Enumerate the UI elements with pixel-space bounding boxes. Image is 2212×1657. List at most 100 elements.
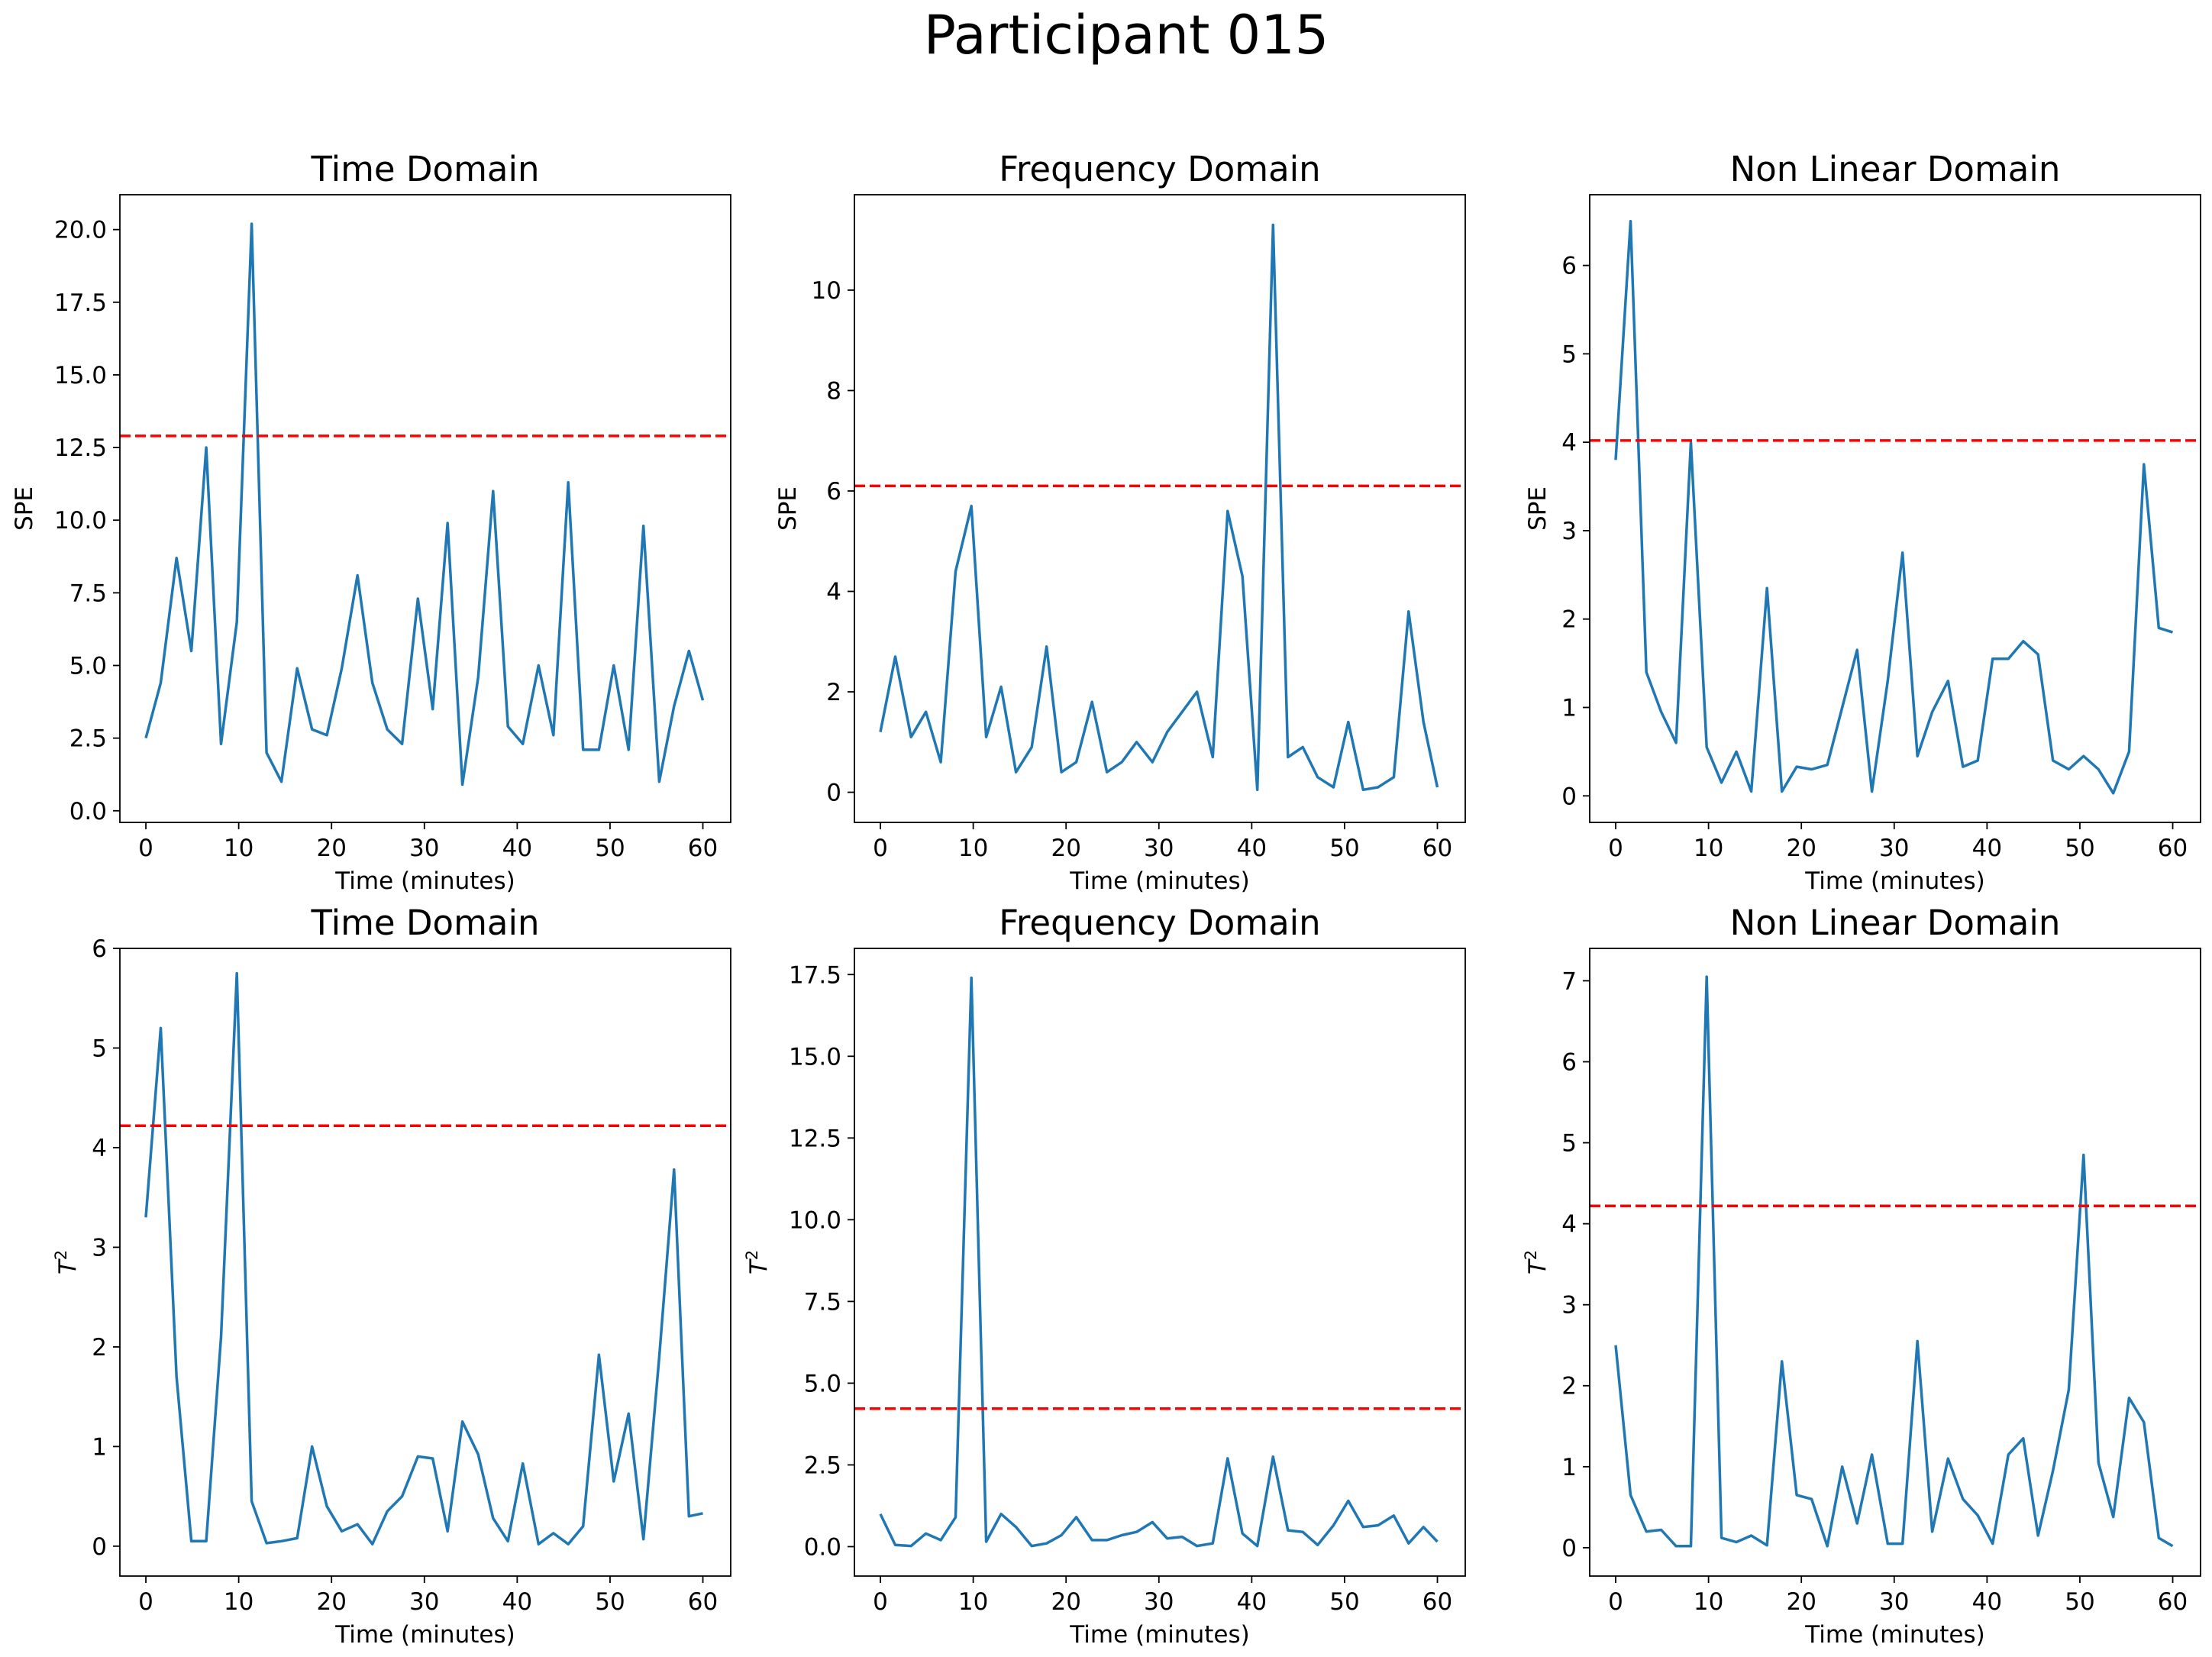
y-axis-label-main: T xyxy=(54,1258,82,1274)
series-line xyxy=(144,971,703,1546)
y-tick-label: 1 xyxy=(1561,1454,1577,1481)
y-tick-label: 6 xyxy=(1561,1048,1577,1076)
x-axis-label: Time (minutes) xyxy=(1069,867,1249,895)
y-tick-label: 2 xyxy=(92,1334,107,1361)
y-tick-label: 0.0 xyxy=(69,798,107,825)
subplot-2: Frequency Domain 0 10 20 30 40 50 60 0 2 4 6 8 10 Time… xyxy=(774,149,1466,895)
x-tick-label: 40 xyxy=(1237,1588,1267,1616)
x-tick-label: 10 xyxy=(958,835,988,862)
series-line xyxy=(1614,975,2174,1548)
y-axis-label: T2 xyxy=(743,1250,773,1274)
series-line xyxy=(879,223,1439,792)
x-tick-label: 40 xyxy=(1972,835,2002,862)
y-tick-label: 2 xyxy=(1561,606,1577,634)
y-tick-label: 5.0 xyxy=(804,1370,841,1397)
x-tick-label: 30 xyxy=(409,1588,439,1616)
subplot-5: Frequency Domain 0 10 20 30 40 50 60 0.0 2.5 5.0 7.… xyxy=(743,903,1466,1649)
x-tick-label: 20 xyxy=(316,835,346,862)
axes-frame xyxy=(119,948,731,1577)
y-axis-label-main: T xyxy=(745,1258,773,1274)
subplot-3: Non Linear Domain 0 10 20 30 40 50 60 0 1 2 3 4 5 6 Tim… xyxy=(1524,149,2201,895)
x-tick-label: 10 xyxy=(224,835,253,862)
x-tick-label: 50 xyxy=(1329,1588,1359,1616)
y-tick-label: 0 xyxy=(1561,1535,1577,1562)
y-tick-label: 15.0 xyxy=(54,362,107,389)
y-axis-label: SPE xyxy=(774,486,802,531)
y-tick-label: 20.0 xyxy=(54,217,107,244)
x-tick-label: 0 xyxy=(138,835,153,862)
axes-frame xyxy=(854,948,1466,1577)
x-tick-label: 50 xyxy=(2065,835,2094,862)
x-tick-label: 50 xyxy=(595,835,625,862)
x-tick-label: 50 xyxy=(2065,1588,2094,1616)
figure-title: Participant 015 xyxy=(924,4,1329,66)
x-tick-label: 40 xyxy=(502,1588,532,1616)
subplot-title: Time Domain xyxy=(310,149,539,189)
x-tick-label: 20 xyxy=(316,1588,346,1616)
y-tick-label: 7 xyxy=(1561,967,1577,995)
x-tick-label: 10 xyxy=(1694,835,1723,862)
y-tick-label: 4 xyxy=(1561,1211,1577,1239)
y-tick-label: 0 xyxy=(826,780,841,807)
x-tick-label: 0 xyxy=(1608,835,1623,862)
series-line xyxy=(879,976,1439,1548)
x-tick-label: 10 xyxy=(224,1588,253,1616)
y-tick-label: 5 xyxy=(1561,1130,1577,1158)
y-tick-label: 2.5 xyxy=(69,725,107,753)
y-axis-label: SPE xyxy=(1524,486,1552,531)
subplot-title: Frequency Domain xyxy=(999,903,1320,943)
y-tick-label: 3 xyxy=(92,1234,107,1261)
y-tick-label: 2 xyxy=(1561,1373,1577,1400)
axes-frame xyxy=(854,194,1466,823)
subplot-title: Time Domain xyxy=(310,903,539,943)
series-line xyxy=(1614,219,2174,795)
axes-frame xyxy=(119,194,731,823)
x-tick-label: 20 xyxy=(1786,1588,1816,1616)
x-tick-label: 60 xyxy=(688,835,718,862)
x-tick-label: 20 xyxy=(1786,835,1816,862)
x-tick-label: 50 xyxy=(595,1588,625,1616)
y-axis-label: T2 xyxy=(52,1250,82,1274)
y-tick-label: 10 xyxy=(812,277,841,305)
x-axis-label: Time (minutes) xyxy=(1804,867,1984,895)
subplot-title: Frequency Domain xyxy=(999,149,1320,189)
x-axis-label: Time (minutes) xyxy=(1069,1621,1249,1649)
x-axis-label: Time (minutes) xyxy=(1804,1621,1984,1649)
y-tick-label: 17.5 xyxy=(54,289,107,317)
axes-frame xyxy=(1589,194,2201,823)
y-axis-label-sup: 2 xyxy=(1522,1250,1540,1260)
y-tick-label: 15.0 xyxy=(789,1043,841,1071)
x-tick-label: 30 xyxy=(1144,1588,1174,1616)
x-tick-label: 0 xyxy=(873,835,888,862)
subplot-1: Time Domain 0 10 20 30 40 50 60 0.0 2.5 5.0 7.5 10.0… xyxy=(11,149,731,895)
y-tick-label: 7.5 xyxy=(804,1288,841,1316)
y-tick-label: 12.5 xyxy=(789,1125,841,1152)
x-tick-label: 20 xyxy=(1051,835,1080,862)
y-tick-label: 5.0 xyxy=(69,653,107,680)
y-tick-label: 4 xyxy=(826,579,841,606)
y-tick-label: 17.5 xyxy=(789,961,841,989)
x-tick-label: 0 xyxy=(873,1588,888,1616)
y-axis-label-main: T xyxy=(1524,1258,1552,1274)
y-axis-label-sup: 2 xyxy=(743,1250,761,1260)
x-axis-label: Time (minutes) xyxy=(334,1621,515,1649)
subplot-title: Non Linear Domain xyxy=(1730,903,2061,943)
x-tick-label: 50 xyxy=(1329,835,1359,862)
y-tick-label: 8 xyxy=(826,377,841,405)
y-tick-label: 4 xyxy=(1561,429,1577,457)
y-tick-label: 2.5 xyxy=(804,1452,841,1479)
subplot-title: Non Linear Domain xyxy=(1730,149,2061,189)
y-axis-label-sup: 2 xyxy=(52,1250,70,1260)
y-tick-label: 1 xyxy=(1561,694,1577,722)
y-tick-label: 0.0 xyxy=(804,1533,841,1561)
x-tick-label: 30 xyxy=(409,835,439,862)
x-tick-label: 60 xyxy=(2158,835,2188,862)
subplot-4: Time Domain 0 10 20 30 40 50 60 0 1 2 3 4 5 6 Time (min… xyxy=(52,903,731,1649)
y-tick-label: 6 xyxy=(826,478,841,505)
x-tick-label: 60 xyxy=(1422,835,1452,862)
y-tick-label: 6 xyxy=(1561,253,1577,280)
x-tick-label: 10 xyxy=(958,1588,988,1616)
x-tick-label: 30 xyxy=(1144,835,1174,862)
